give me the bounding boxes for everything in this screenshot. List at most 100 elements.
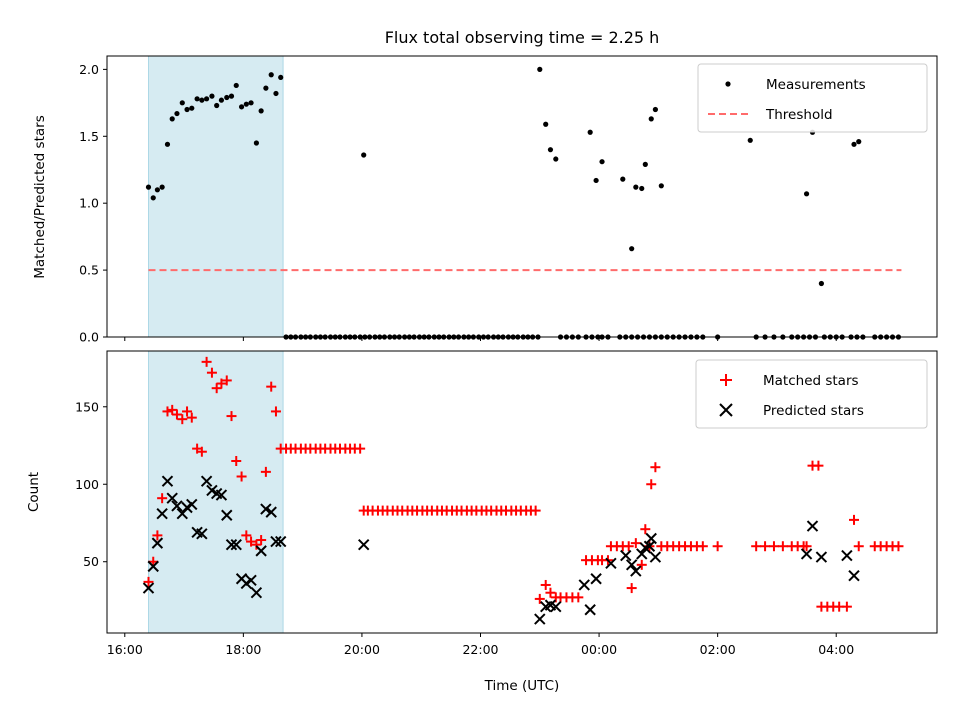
ratio-panel: Flux total observing time = 2.25 h 0.00.…	[32, 28, 938, 345]
predicted-star-point	[649, 551, 662, 563]
matched-star-point	[246, 536, 257, 547]
matched-star-point	[530, 505, 541, 516]
predicted-legend-label: Predicted stars	[763, 403, 864, 419]
x-tick-label: 16:00	[107, 642, 143, 657]
measurement-point	[593, 177, 599, 184]
count-y-tick-label: 150	[75, 399, 99, 414]
matched-star-point	[777, 541, 788, 552]
ratio-legend: Measurements Threshold	[697, 63, 928, 133]
ratio-legend-box	[697, 63, 928, 133]
measurement-point	[818, 280, 824, 287]
ratio-y-tick-label: 1.5	[79, 129, 99, 144]
measurement-point	[856, 139, 862, 145]
measurement-point	[361, 152, 367, 158]
predicted-star-point	[200, 475, 213, 487]
count-legend: Matched stars Predicted stars	[695, 359, 928, 429]
matched-star-point	[853, 541, 864, 552]
count-y-ticks: 50 100 150	[75, 399, 107, 569]
measurement-point	[154, 187, 160, 193]
predicted-star-point	[196, 528, 208, 540]
x-tick-label: 00:00	[581, 642, 617, 657]
measurement-point	[258, 108, 264, 114]
measurement-point	[199, 97, 205, 103]
measurement-point	[150, 195, 156, 201]
predicted-star-point	[147, 560, 159, 573]
matched-star-point	[801, 541, 812, 552]
predicted-star-point	[250, 587, 263, 599]
predicted-star-point	[584, 604, 596, 616]
measurement-point	[543, 121, 549, 127]
predicted-star-point	[255, 545, 267, 557]
matched-star-point	[893, 541, 904, 552]
predicted-stars-points	[142, 475, 860, 625]
measurement-point	[248, 100, 254, 106]
measurement-point	[648, 116, 654, 122]
matched-star-point	[813, 460, 824, 471]
matched-star-point	[545, 587, 556, 598]
x-tick-label: 22:00	[462, 642, 498, 657]
predicted-star-point	[221, 509, 233, 521]
measurement-point	[204, 96, 210, 102]
predicted-star-point	[800, 548, 813, 560]
predicted-star-point	[841, 549, 853, 562]
measurement-point	[553, 156, 559, 162]
x-tick-label: 04:00	[818, 642, 854, 657]
matched-star-point	[241, 530, 252, 541]
matched-star-point	[751, 541, 762, 552]
predicted-star-point	[605, 557, 617, 569]
matched-star-point	[760, 541, 771, 552]
measurements-legend-label: Measurements	[766, 77, 866, 93]
measurement-point	[145, 184, 152, 190]
measurement-point	[224, 94, 230, 101]
predicted-star-point	[590, 573, 602, 585]
measurement-point	[263, 85, 269, 91]
predicted-star-point	[806, 520, 819, 532]
measurement-point	[633, 184, 639, 190]
measurements-legend-marker	[725, 81, 731, 87]
count-axes-frame	[106, 350, 938, 634]
measurement-point	[652, 106, 658, 113]
count-legend-box	[695, 359, 928, 429]
count-panel: 50 100 150 16:00 18:00 20:00 22:00 00:00 02:00 0…	[26, 350, 938, 694]
measurement-point	[642, 161, 648, 167]
ratio-y-tick-label: 0.5	[79, 263, 99, 278]
predicted-star-point	[578, 579, 590, 591]
matched-star-point	[623, 541, 634, 552]
threshold-legend-label: Threshold	[765, 107, 833, 123]
matched-star-point	[697, 541, 708, 552]
predicted-star-point	[176, 507, 188, 520]
measurement-point	[587, 129, 593, 135]
count-y-axis-label: Count	[26, 472, 42, 512]
chart-title: Flux total observing time = 2.25 h	[385, 28, 660, 47]
measurement-point	[228, 93, 235, 99]
matched-star-point	[236, 471, 247, 482]
matched-star-point	[201, 356, 212, 367]
measurement-point	[169, 116, 175, 122]
predicted-star-point	[550, 600, 562, 613]
measurement-point	[218, 97, 225, 103]
matched-star-point	[355, 443, 366, 454]
matched-star-point	[206, 367, 217, 378]
measurement-point	[537, 66, 543, 72]
predicted-legend-marker	[719, 403, 733, 417]
predicted-star-point	[230, 538, 242, 551]
predicted-star-point	[620, 549, 632, 562]
measurement-point	[658, 183, 664, 189]
matched-star-point	[256, 535, 267, 546]
predicted-star-point	[275, 535, 287, 548]
measurement-point	[253, 140, 259, 146]
measurement-point	[273, 90, 279, 97]
measurement-point	[639, 185, 645, 192]
measurement-point	[159, 184, 165, 190]
count-y-tick-label: 50	[83, 554, 99, 569]
predicted-star-point	[815, 551, 828, 563]
predicted-star-point	[270, 535, 282, 548]
matched-star-point	[216, 378, 227, 389]
predicted-star-point	[142, 582, 155, 594]
matched-stars-points	[143, 356, 904, 612]
matched-star-point	[162, 406, 173, 417]
predicted-star-point	[161, 475, 174, 487]
matched-star-point	[270, 406, 281, 417]
matched-star-point	[849, 514, 859, 525]
